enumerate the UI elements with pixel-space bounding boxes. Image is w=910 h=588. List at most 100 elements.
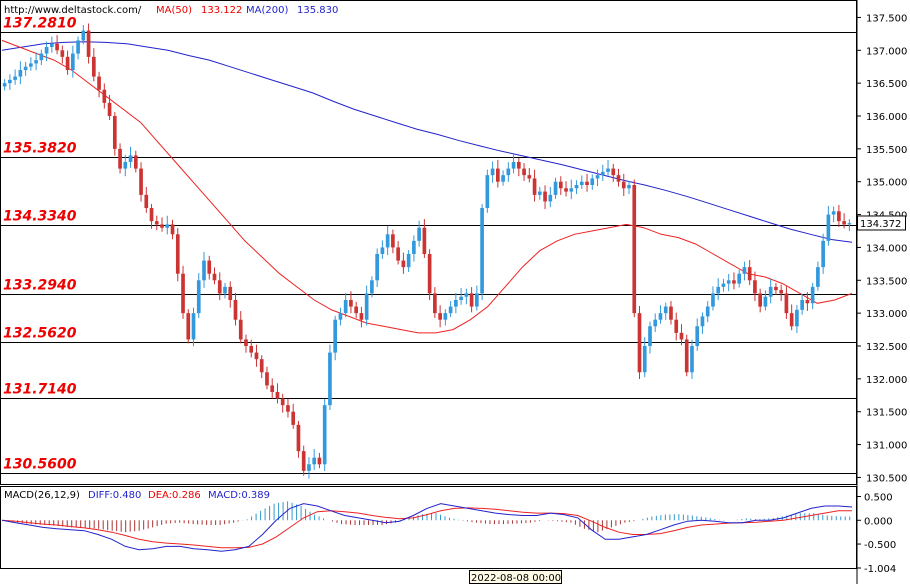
candle-body xyxy=(779,290,784,294)
candle-body xyxy=(312,457,317,465)
candle-body xyxy=(537,191,542,195)
candle-body xyxy=(768,286,773,297)
candle-body xyxy=(165,224,170,228)
candle-body xyxy=(585,181,589,185)
candle-body xyxy=(821,240,825,268)
candle-body xyxy=(443,313,448,320)
macd-dea: DEA:0.286 xyxy=(148,490,201,501)
candle-body xyxy=(322,405,327,465)
macd-diff: DIFF:0.480 xyxy=(88,490,141,501)
macd-y-tick-label: 0.000 xyxy=(864,516,893,527)
candle-body xyxy=(774,286,778,291)
y-tick-label: 132.000 xyxy=(866,375,907,386)
candle-body xyxy=(684,339,689,373)
y-tick-label: 135.500 xyxy=(866,145,907,156)
candle-body xyxy=(196,280,201,314)
y-tick-label: 133.500 xyxy=(866,276,907,287)
candle-body xyxy=(438,313,442,320)
y-tick-label: 132.500 xyxy=(866,342,907,353)
candle-body xyxy=(490,168,495,176)
candle-body xyxy=(737,273,742,284)
candle-body xyxy=(532,178,537,195)
candle-body xyxy=(511,162,516,169)
candle-body xyxy=(826,214,831,241)
candle-body xyxy=(202,260,206,281)
candle-body xyxy=(23,66,28,70)
candle-body xyxy=(44,47,49,54)
candle-body xyxy=(107,102,112,116)
candle-body xyxy=(265,372,269,386)
macd-diff-line xyxy=(1,503,853,552)
candle-body xyxy=(621,181,626,189)
candle-body xyxy=(758,293,763,307)
candle-body xyxy=(70,53,75,70)
candle-body xyxy=(595,175,600,179)
candle-body xyxy=(286,405,290,412)
candle-body xyxy=(8,79,12,84)
price-axis: 137.500 137.000 136.500 136.000 135.500 135.0… xyxy=(857,13,907,484)
candle-body xyxy=(590,178,595,185)
candle-body xyxy=(837,211,841,222)
level-label: 137.2810 xyxy=(3,16,77,32)
candle-body xyxy=(270,385,275,392)
candle-body xyxy=(291,411,296,425)
candle-body xyxy=(543,191,547,202)
candle-body xyxy=(747,267,752,281)
candle-body xyxy=(91,56,96,77)
candle-body xyxy=(522,168,526,176)
candle-body xyxy=(548,194,553,202)
candle-body xyxy=(385,234,390,248)
candle-body xyxy=(149,208,154,222)
y-tick-label: 136.000 xyxy=(866,112,907,123)
macd-name: MACD(26,12,9) xyxy=(4,490,80,501)
candle-body xyxy=(485,175,490,208)
candle-body xyxy=(459,296,463,300)
y-tick-label: 135.000 xyxy=(866,178,907,189)
candle-body xyxy=(726,280,731,284)
candle-body xyxy=(212,273,217,281)
candle-body xyxy=(412,240,416,254)
candle-body xyxy=(354,306,359,314)
candle-body xyxy=(102,89,107,103)
candle-body xyxy=(249,346,254,353)
candle-body xyxy=(784,293,789,314)
candle-body xyxy=(275,392,280,399)
x-time-label: 2022-08-08 00:00 xyxy=(471,573,561,584)
site-url[interactable]: http://www.deltastock.com/ xyxy=(4,5,142,16)
candle-body xyxy=(558,181,563,189)
candle-body xyxy=(97,76,101,90)
candle-body xyxy=(2,83,7,87)
candle-body xyxy=(364,293,369,320)
candle-body xyxy=(606,168,610,172)
candle-body xyxy=(842,221,846,225)
ma50-line xyxy=(1,39,853,334)
y-tick-label: 131.500 xyxy=(866,408,907,419)
candle-body xyxy=(13,76,17,80)
y-tick-label: 134.000 xyxy=(866,243,907,254)
candle-body xyxy=(29,63,33,67)
candle-body xyxy=(217,280,222,294)
candle-body xyxy=(175,234,180,274)
candle-body xyxy=(406,254,411,268)
candle-body xyxy=(301,451,306,471)
candle-body xyxy=(711,293,715,307)
candle-body xyxy=(831,211,836,215)
candle-body xyxy=(86,30,91,57)
y-tick-label: 137.000 xyxy=(866,46,907,57)
candle-body xyxy=(128,155,133,162)
macd-value: MACD:0.389 xyxy=(208,490,270,501)
level-label: 134.3340 xyxy=(3,209,77,225)
candle-body xyxy=(600,171,605,176)
candle-body xyxy=(648,326,652,346)
candle-body xyxy=(317,457,322,465)
candle-body xyxy=(469,293,474,307)
candle-body xyxy=(475,293,479,307)
candle-body xyxy=(690,346,694,373)
candle-body xyxy=(139,168,143,195)
candle-body xyxy=(506,168,511,176)
candle-body xyxy=(763,296,768,307)
candle-body xyxy=(417,227,421,241)
candle-body xyxy=(422,227,427,254)
candle-body xyxy=(705,306,710,317)
